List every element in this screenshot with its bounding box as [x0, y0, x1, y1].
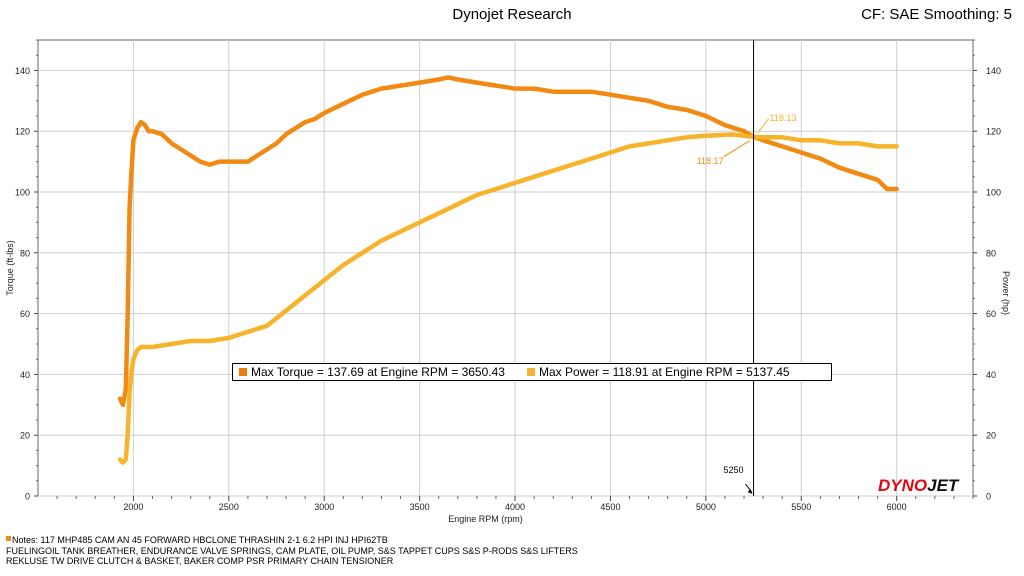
notes-line: FUELINGOIL TANK BREATHER, ENDURANCE VALV… — [6, 545, 578, 556]
plot-frame — [37, 39, 974, 497]
chart-legend: Max Torque = 137.69 at Engine RPM = 3650… — [232, 363, 832, 381]
legend-power-text: Max Power = 118.91 at Engine RPM = 5137.… — [538, 365, 790, 379]
y-tick-label: 140 — [15, 66, 30, 76]
legend-torque-text: Max Torque = 137.69 at Engine RPM = 3650… — [251, 365, 505, 379]
series-lines — [117, 75, 899, 465]
y-axis-label: Torque (ft-lbs) — [5, 240, 15, 296]
notes-swatch — [6, 536, 11, 541]
cursor-torque-label: 118.17 — [697, 156, 724, 166]
series-line-power — [117, 132, 899, 465]
x-tick-label: 2000 — [123, 502, 143, 512]
cursor-rpm-arrowhead — [747, 489, 753, 494]
y2-tick-label: 140 — [986, 66, 1001, 76]
y2-tick-label: 100 — [986, 188, 1001, 198]
y-tick-label: 20 — [20, 431, 30, 441]
x-axis-label: Engine RPM (rpm) — [448, 514, 523, 524]
x-tick-label: 4500 — [600, 502, 620, 512]
notes-line: REKLUSE TW DRIVE CLUTCH & BASKET, BAKER … — [6, 556, 394, 566]
legend-swatch-power — [526, 368, 535, 376]
y2-tick-label: 0 — [986, 492, 991, 502]
y-tick-label: 60 — [20, 309, 30, 319]
cursor-power-label: 118.13 — [770, 113, 797, 123]
cursor: 5250 118.17 118.13 — [697, 40, 797, 496]
series-line-torque — [117, 75, 899, 408]
x-tick-label: 6000 — [887, 502, 907, 512]
cursor-torque-arrow — [723, 140, 750, 158]
correction-factor-label: CF: SAE Smoothing: 5 — [861, 6, 1012, 23]
x-tick-label: 5500 — [791, 502, 811, 512]
y2-axis-label: Power (hp) — [1001, 271, 1011, 315]
legend-swatch-torque — [239, 368, 247, 376]
y-tick-label: 80 — [20, 248, 30, 258]
y-tick-label: 40 — [20, 370, 30, 380]
x-tick-label: 2500 — [219, 502, 239, 512]
y2-tick-label: 120 — [986, 127, 1001, 137]
dynojet-logo: DYNOJET — [878, 476, 959, 495]
y-tick-label: 120 — [15, 127, 30, 137]
y2-tick-label: 40 — [986, 370, 996, 380]
notes-block: Notes: 117 MHP485 CAM AN 45 FORWARD HBCL… — [6, 535, 578, 567]
cursor-rpm-label: 5250 — [724, 465, 744, 475]
y2-tick-label: 60 — [986, 309, 996, 319]
y2-tick-label: 80 — [986, 248, 996, 258]
x-tick-label: 5000 — [696, 502, 716, 512]
x-tick-label: 4000 — [505, 502, 525, 512]
axes: 0 0 20 20 40 40 60 60 80 80 100 100 120 120 140 140 2000… — [5, 39, 1011, 524]
grid — [37, 39, 974, 497]
y2-tick-label: 20 — [986, 431, 996, 441]
chart-title: Dynojet Research — [452, 6, 572, 23]
cursor-power-arrow — [757, 118, 769, 134]
y-tick-label: 0 — [25, 492, 30, 502]
x-tick-label: 3000 — [314, 502, 334, 512]
x-tick-label: 3500 — [410, 502, 430, 512]
y-tick-label: 100 — [15, 188, 30, 198]
notes-line: Notes: 117 MHP485 CAM AN 45 FORWARD HBCL… — [6, 535, 578, 546]
